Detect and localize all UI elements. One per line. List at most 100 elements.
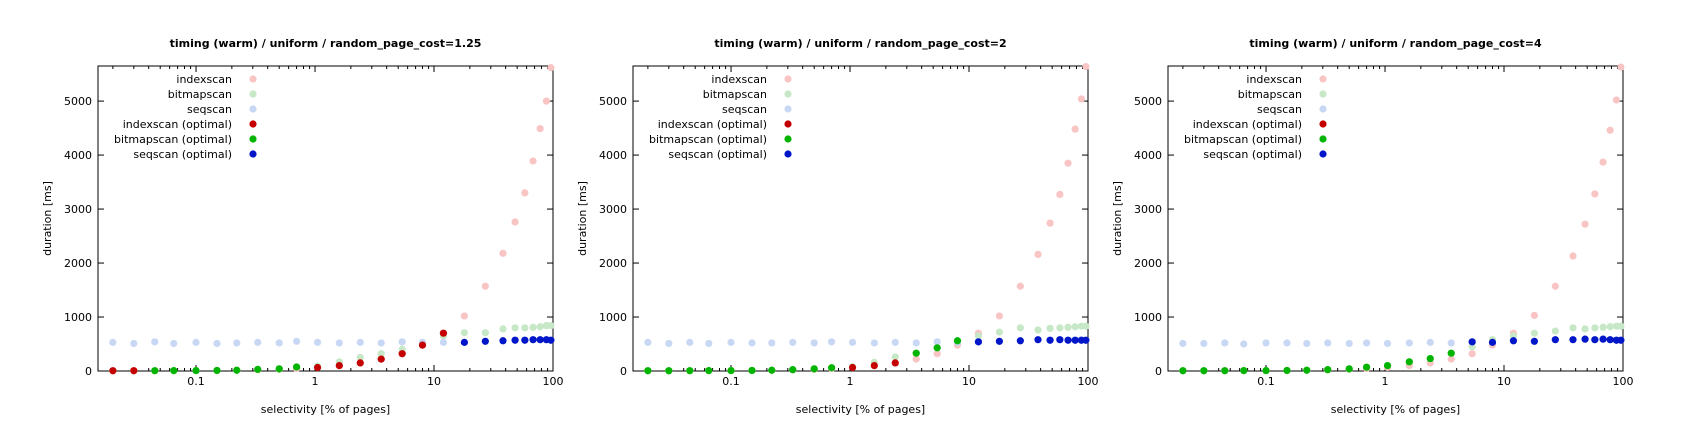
data-point-bitmapscan <box>1046 324 1054 332</box>
data-point-seqscan-optimal <box>1488 338 1497 346</box>
data-point-indexscan-optimal <box>848 363 857 372</box>
data-point-seqscan <box>1426 338 1434 346</box>
data-point-seqscan <box>1240 340 1248 348</box>
chart-title: timing (warm) / uniform / random_page_co… <box>714 37 1006 50</box>
legend-marker-bitmapscan-optimal <box>249 135 257 143</box>
legend-marker-indexscan <box>1319 75 1327 83</box>
data-point-bitmapscan-optimal <box>827 364 836 372</box>
data-point-seqscan <box>1283 339 1291 347</box>
data-point-seqscan-optimal <box>1551 336 1559 344</box>
data-point-bitmapscan-optimal <box>789 366 797 374</box>
legend-label-indexscan: indexscan <box>711 73 767 86</box>
data-point-seqscan <box>891 338 899 346</box>
data-point-bitmapscan <box>356 353 364 362</box>
data-point-indexscan <box>460 312 468 320</box>
data-point-indexscan <box>536 125 544 133</box>
data-point-bitmapscan <box>529 323 537 331</box>
series-bitmapscan-optimal <box>1179 349 1455 375</box>
data-point-bitmapscan-optimal <box>1345 365 1353 373</box>
x-tick-label: 0.1 <box>722 375 740 388</box>
data-point-seqscan-optimal <box>1056 336 1064 344</box>
data-point-indexscan-optimal <box>418 341 427 349</box>
series-bitmapscan <box>109 322 555 375</box>
data-point-seqscan <box>233 339 241 347</box>
data-point-seqscan-optimal <box>536 336 544 344</box>
data-point-seqscan-optimal <box>1530 337 1538 345</box>
data-point-seqscan-optimal <box>547 336 555 344</box>
data-point-indexscan <box>1064 159 1072 167</box>
data-point-indexscan-optimal <box>356 359 364 367</box>
data-point-seqscan <box>827 338 836 346</box>
data-point-bitmapscan <box>1569 324 1577 332</box>
data-point-bitmapscan-optimal <box>665 367 673 375</box>
legend-label-seqscan: seqscan <box>722 103 767 116</box>
plot-frame <box>97 65 554 372</box>
legend-marker-indexscan-optimal <box>249 120 257 128</box>
data-point-seqscan <box>1324 339 1332 347</box>
legend-label-indexscan-optimal: indexscan (optimal) <box>658 118 767 131</box>
legend-label-indexscan-optimal: indexscan (optimal) <box>1193 118 1302 131</box>
data-point-bitmapscan <box>1617 322 1625 330</box>
data-point-seqscan-optimal <box>499 337 507 345</box>
data-point-bitmapscan-optimal <box>1240 367 1248 375</box>
legend-marker-seqscan-optimal <box>784 150 792 158</box>
y-tick-label: 2000 <box>599 257 627 270</box>
y-tick-label: 2000 <box>1134 257 1162 270</box>
legend-label-indexscan: indexscan <box>176 73 232 86</box>
data-point-bitmapscan-optimal <box>254 365 262 373</box>
data-point-bitmapscan-optimal <box>275 365 283 373</box>
data-point-bitmapscan-optimal <box>933 344 941 352</box>
data-point-indexscan-optimal <box>377 355 385 363</box>
data-point-bitmapscan-optimal <box>192 366 200 375</box>
data-point-indexscan <box>1530 311 1538 319</box>
legend-marker-indexscan <box>784 75 792 83</box>
chart-title: timing (warm) / uniform / random_page_co… <box>170 37 482 50</box>
data-point-seqscan-optimal <box>1046 336 1054 344</box>
y-tick-label: 0 <box>1155 365 1162 378</box>
chart-panel-2: timing (warm) / uniform / random_page_co… <box>576 37 1099 416</box>
legend-label-bitmapscan-optimal: bitmapscan (optimal) <box>649 133 767 146</box>
y-axis-label: duration [ms] <box>576 181 589 256</box>
data-point-bitmapscan <box>460 329 468 337</box>
series-indexscan <box>109 64 555 375</box>
data-point-bitmapscan-optimal <box>644 367 652 375</box>
data-point-bitmapscan-optimal <box>233 366 241 374</box>
data-point-seqscan <box>768 339 776 347</box>
data-point-seqscan <box>644 338 652 346</box>
data-point-bitmapscan <box>499 325 507 333</box>
data-point-bitmapscan-optimal <box>1179 367 1187 375</box>
data-point-seqscan-optimal <box>481 337 489 345</box>
data-point-seqscan <box>789 338 797 346</box>
data-point-seqscan <box>170 339 178 348</box>
data-point-bitmapscan <box>536 323 544 331</box>
data-point-indexscan <box>1551 282 1559 290</box>
data-point-seqscan <box>810 339 818 347</box>
data-point-bitmapscan-optimal <box>1405 358 1413 366</box>
data-point-seqscan-optimal <box>1569 336 1577 344</box>
data-point-seqscan-optimal <box>1071 336 1079 344</box>
data-point-seqscan <box>686 338 694 346</box>
series-seqscan-optimal <box>460 336 555 346</box>
legend-label-seqscan-optimal: seqscan (optimal) <box>133 148 232 161</box>
legend-marker-seqscan <box>1319 105 1327 113</box>
data-point-seqscan-optimal <box>1617 336 1625 344</box>
y-tick-label: 2000 <box>64 257 92 270</box>
data-point-indexscan <box>933 350 941 358</box>
data-point-bitmapscan <box>481 329 489 337</box>
y-tick-label: 1000 <box>64 311 92 324</box>
legend-label-seqscan-optimal: seqscan (optimal) <box>668 148 767 161</box>
data-point-indexscan <box>1569 252 1577 260</box>
data-point-indexscan <box>1591 190 1599 198</box>
legend: indexscan bitmapscan seqscan indexscan (opt… <box>1184 73 1327 161</box>
data-point-bitmapscan-optimal <box>748 366 756 375</box>
legend-marker-indexscan-optimal <box>784 120 792 128</box>
data-point-seqscan <box>109 338 117 346</box>
data-point-bitmapscan-optimal <box>1383 362 1392 370</box>
data-point-seqscan-optimal <box>995 337 1003 345</box>
y-tick-label: 5000 <box>599 95 627 108</box>
data-point-bitmapscan-optimal <box>953 337 962 345</box>
data-point-bitmapscan <box>995 328 1003 336</box>
legend: indexscan bitmapscan seqscan indexscan (opt… <box>649 73 792 161</box>
data-point-seqscan <box>1262 339 1270 347</box>
data-point-indexscan <box>1447 355 1455 363</box>
